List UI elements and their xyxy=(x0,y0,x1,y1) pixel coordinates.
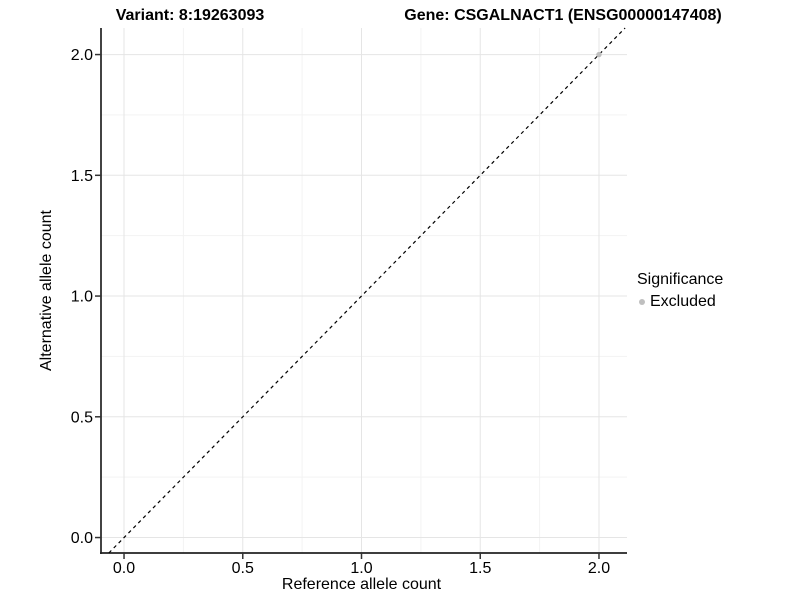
y-tick-label: 1.5 xyxy=(71,168,93,185)
x-tick-label: 1.5 xyxy=(469,560,491,577)
legend-title: Significance xyxy=(637,271,724,288)
legend-item-excluded: Excluded xyxy=(637,292,723,311)
x-tick-label: 0.5 xyxy=(232,560,254,577)
data-point-excluded xyxy=(596,51,602,58)
legend: Significance Excluded xyxy=(637,270,723,311)
legend-item-label: Excluded xyxy=(650,293,716,310)
y-tick-label: 2.0 xyxy=(71,47,93,64)
gene-title: Gene: CSGALNACT1 (ENSG00000147408) xyxy=(404,7,722,24)
y-tick-label: 0.0 xyxy=(71,530,93,547)
y-axis-title: Alternative allele count xyxy=(38,209,55,371)
x-axis-title: Reference allele count xyxy=(282,576,442,593)
x-tick-label: 1.0 xyxy=(350,560,372,577)
x-tick-label: 0.0 xyxy=(113,560,135,577)
variant-title: Variant: 8:19263093 xyxy=(115,7,265,24)
identity-dashed-line xyxy=(108,27,626,554)
y-tick-label: 1.0 xyxy=(71,289,93,306)
x-tick-label: 2.0 xyxy=(588,560,610,577)
legend-point-icon xyxy=(639,298,645,305)
y-tick-label: 0.5 xyxy=(71,409,93,426)
